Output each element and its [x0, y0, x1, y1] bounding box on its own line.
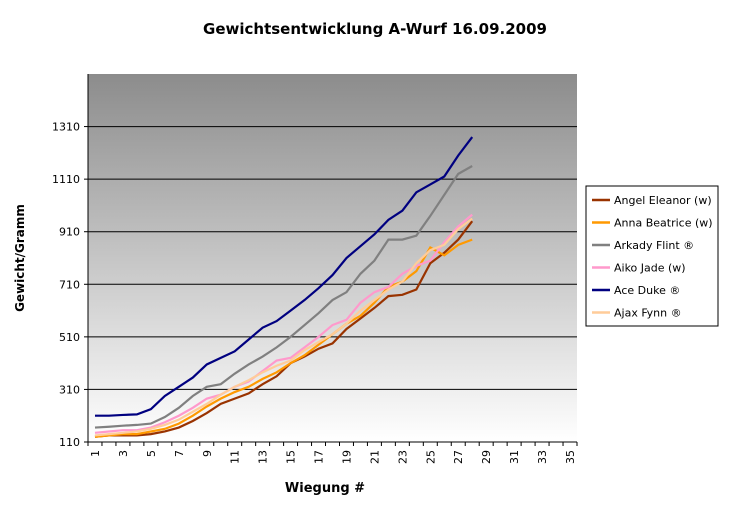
- x-tick-label: 27: [452, 450, 465, 464]
- legend: [585, 185, 719, 327]
- x-tick-label: 7: [173, 450, 186, 457]
- y-tick-label: 1110: [52, 173, 80, 186]
- x-tick-label: 5: [145, 450, 158, 457]
- series-line: [94, 136, 474, 417]
- legend-label: Ajax Fynn ®: [614, 307, 682, 320]
- series-line: [94, 165, 473, 429]
- y-tick-label: 710: [59, 278, 80, 291]
- x-tick-label: 17: [313, 450, 326, 464]
- series-line: [94, 238, 473, 438]
- series-line: [94, 213, 473, 434]
- series-line: [94, 220, 474, 438]
- legend-label: Ace Duke ®: [614, 284, 680, 297]
- plot-area: [88, 74, 577, 442]
- legend-label: Anna Beatrice (w): [614, 217, 713, 230]
- y-tick-label: 1310: [52, 121, 80, 134]
- x-tick-label: 1: [89, 450, 102, 457]
- x-tick-label: 31: [508, 450, 521, 464]
- x-tick-label: 33: [536, 450, 549, 464]
- legend-label: Angel Eleanor (w): [614, 194, 712, 207]
- y-tick-label: 310: [59, 383, 80, 396]
- legend-label: Aiko Jade (w): [614, 262, 686, 275]
- y-tick-label: 110: [59, 436, 80, 449]
- x-tick-label: 23: [396, 450, 409, 464]
- legend-label: Arkady Flint ®: [614, 239, 694, 252]
- x-tick-label: 35: [564, 450, 577, 464]
- x-tick-label: 9: [201, 450, 214, 457]
- y-tick-label: 510: [59, 331, 80, 344]
- x-tick-label: 11: [229, 450, 242, 464]
- x-axis-label: Wiegung #: [285, 481, 365, 496]
- x-tick-label: 29: [480, 450, 493, 464]
- x-tick-label: 19: [340, 450, 353, 464]
- x-tick-label: 15: [285, 450, 298, 464]
- chart-title: Gewichtsentwicklung A-Wurf 16.09.2009: [203, 20, 547, 38]
- series-line: [94, 217, 473, 437]
- x-tick-label: 21: [368, 450, 381, 464]
- x-tick-label: 13: [257, 450, 270, 464]
- y-axis-label: Gewicht/Gramm: [13, 204, 27, 312]
- y-tick-label: 910: [59, 226, 80, 239]
- x-tick-label: 3: [117, 450, 130, 457]
- x-tick-label: 25: [424, 450, 437, 464]
